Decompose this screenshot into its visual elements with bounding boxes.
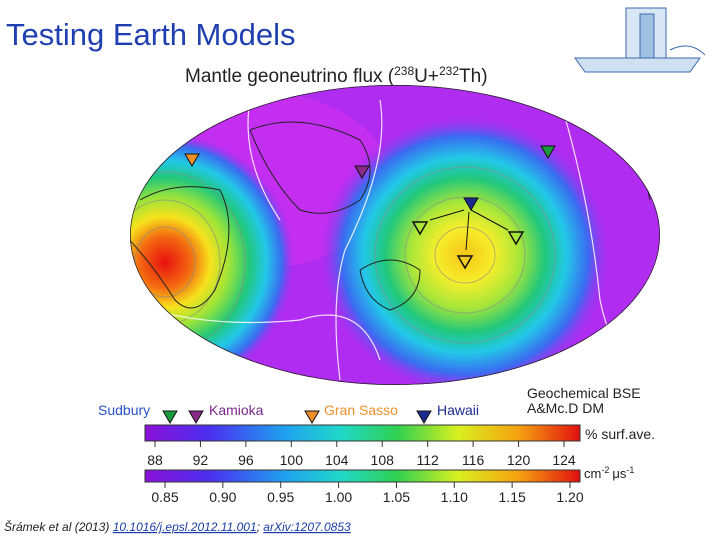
arxiv-link[interactable]: arXiv:1207.0853 — [263, 520, 351, 534]
slide-title: Testing Earth Models — [6, 17, 295, 52]
tick-label: 108 — [371, 452, 395, 468]
unit-part: μs — [612, 466, 626, 481]
tick-label: 0.90 — [209, 489, 236, 505]
scale-unit: % surf.ave. — [585, 426, 655, 442]
citation-text: Šrámek et al (2013) — [4, 519, 113, 534]
detector-icon — [574, 7, 706, 73]
site-label: Sudbury — [98, 402, 150, 418]
site-label: Gran Sasso — [324, 402, 398, 418]
flux-map — [130, 85, 660, 385]
tick-label: 1.10 — [441, 489, 468, 505]
tick-label: 112 — [417, 452, 440, 468]
unit-part: cm — [584, 466, 601, 481]
separator: ; — [257, 520, 264, 534]
tick-label: 1.20 — [556, 489, 583, 505]
scale-ticks: 88 92 96 100 104 108 112 116 120 124 — [147, 441, 576, 468]
map-title-part: U+ — [414, 66, 439, 87]
site-legend: Sudbury Kamioka Gran Sasso Hawaii Geoche… — [98, 385, 641, 424]
tick-label: 96 — [238, 452, 254, 468]
color-scale — [144, 424, 581, 442]
site-marker — [416, 410, 432, 424]
tick-label: 1.00 — [325, 489, 352, 505]
map-title-part: Th) — [459, 66, 488, 87]
tick-label: 1.15 — [499, 489, 526, 505]
site-marker — [304, 410, 320, 424]
site-marker — [162, 410, 178, 424]
tick-label: 92 — [193, 452, 209, 468]
map-title: Mantle geoneutrino flux (238U+232Th) — [185, 64, 488, 87]
color-scale — [144, 469, 581, 483]
isotope-mass: 232 — [439, 64, 459, 78]
site-label: Kamioka — [209, 402, 264, 418]
tick-label: 1.05 — [383, 489, 410, 505]
site-label: Hawaii — [437, 402, 479, 418]
unit-exponent: -1 — [626, 465, 634, 475]
isotope-mass: 238 — [394, 64, 414, 78]
tick-label: 88 — [147, 452, 163, 468]
tick-label: 124 — [552, 452, 576, 468]
site-markers — [184, 145, 556, 270]
tick-label: 120 — [507, 452, 531, 468]
scale-unit: cm-2 μs-1 — [584, 465, 634, 481]
doi-link[interactable]: 10.1016/j.epsl.2012.11.001 — [113, 520, 257, 534]
site-marker — [188, 410, 204, 424]
tick-label: 100 — [280, 452, 304, 468]
map-title-part: Mantle geoneutrino flux ( — [185, 66, 395, 87]
citation: Šrámek et al (2013) 10.1016/j.epsl.2012.… — [4, 519, 351, 534]
tick-label: 0.95 — [267, 489, 294, 505]
model-label: Geochemical BSE — [527, 385, 641, 401]
scale-ticks: 0.85 0.90 0.95 1.00 1.05 1.10 1.15 1.20 — [151, 482, 584, 505]
tick-label: 116 — [462, 452, 485, 468]
model-label: A&Mc.D DM — [527, 400, 604, 416]
tick-label: 0.85 — [151, 489, 178, 505]
tick-label: 104 — [325, 452, 349, 468]
unit-exponent: -2 — [601, 465, 609, 475]
